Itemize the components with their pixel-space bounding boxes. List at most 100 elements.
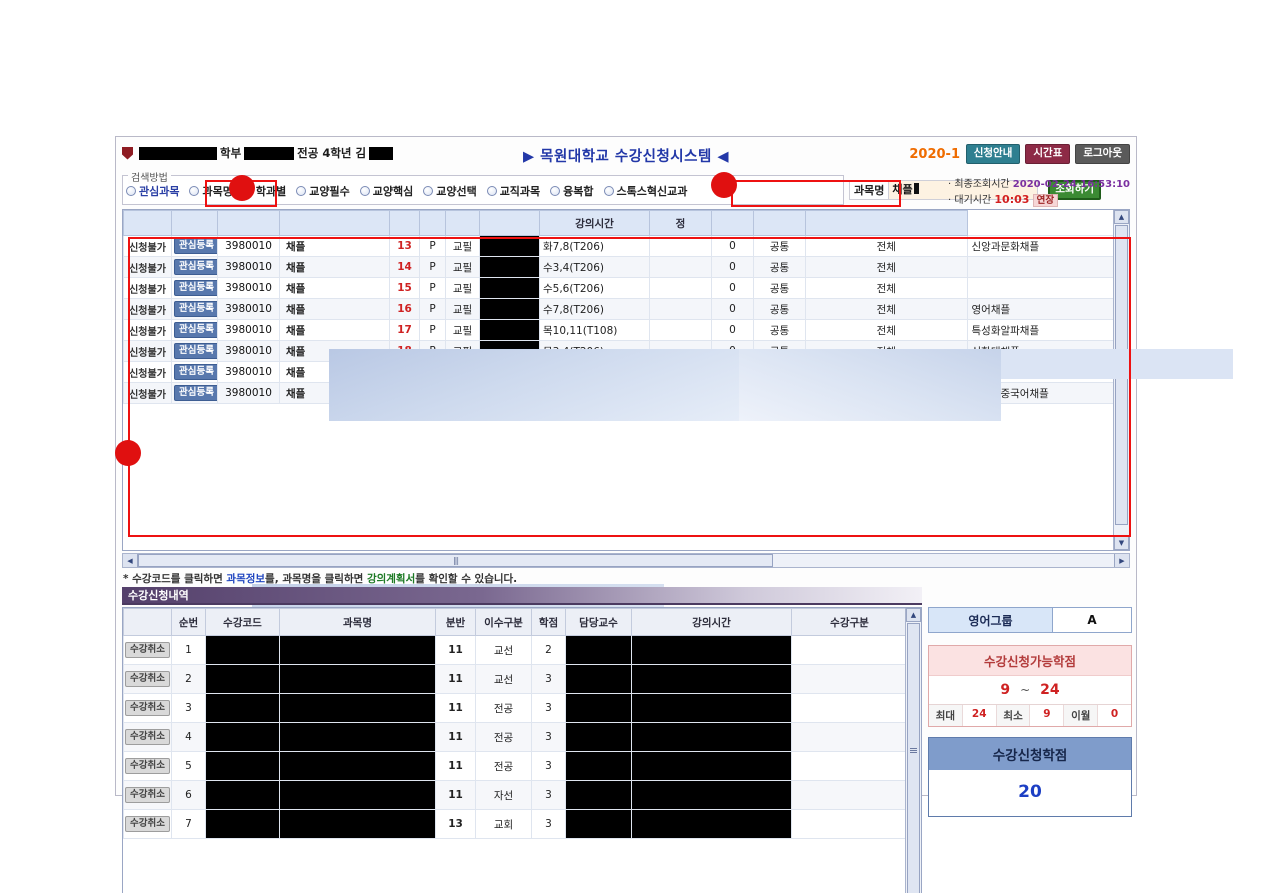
search-radio-7[interactable]: 융복합 bbox=[550, 183, 594, 199]
note-link-syllabus[interactable]: 강의계획서 bbox=[366, 573, 416, 585]
cell-cancel[interactable]: 수강취소 bbox=[123, 751, 172, 781]
table-row[interactable]: 신청불가 관심등록 3980010 채플 19 P 교필 화5,6(T108) 0 공통 전체 특성화… bbox=[123, 361, 1129, 383]
scroll-up-icon[interactable]: ▲ bbox=[1114, 210, 1129, 224]
cell-favorite[interactable]: 관심등록 bbox=[171, 340, 218, 362]
search-radio-4[interactable]: 교양핵심 bbox=[359, 183, 413, 199]
cell-favorite[interactable]: 관심등록 bbox=[171, 298, 218, 320]
radio-circle-icon[interactable] bbox=[550, 186, 561, 196]
cell-code[interactable]: 3980010 bbox=[217, 361, 280, 383]
cell-subject[interactable]: 채플 bbox=[279, 382, 390, 404]
cell-favorite[interactable]: 관심등록 bbox=[171, 277, 218, 299]
cell-subject[interactable]: 채플 bbox=[279, 277, 390, 299]
grid-scroll-thumb[interactable] bbox=[1115, 225, 1128, 525]
cell-subject[interactable] bbox=[279, 722, 436, 752]
list-item[interactable]: 수강취소 5 41 11 전공 3 문 수4 bbox=[123, 751, 908, 781]
cell-cancel[interactable]: 수강취소 bbox=[123, 664, 172, 694]
table-row[interactable]: 신청불가 관심등록 3980010 채플 13 P 교필 화7,8(T206) 0 공통 전체 신앙과… bbox=[123, 235, 1129, 257]
cell-code[interactable]: 300 bbox=[205, 809, 280, 839]
cancel-registration-button[interactable]: 수강취소 bbox=[125, 700, 170, 716]
grid-vertical-scrollbar[interactable]: ▲ ▼ bbox=[1113, 210, 1129, 550]
radio-circle-icon[interactable] bbox=[423, 186, 434, 196]
cell-subject[interactable] bbox=[279, 751, 436, 781]
grid-horizontal-scrollbar[interactable]: ◀ ||| ▶ bbox=[122, 553, 1130, 568]
cell-code[interactable]: 3980010 bbox=[217, 319, 280, 341]
table-row[interactable]: 신청불가 관심등록 3980010 채플 16 P 교필 수7,8(T206) 0 공통 전체 영어채… bbox=[123, 298, 1129, 320]
cell-subject[interactable] bbox=[279, 809, 436, 839]
cell-code[interactable]: 3980010 bbox=[217, 382, 280, 404]
cell-code[interactable]: 17 bbox=[205, 693, 280, 723]
radio-circle-icon[interactable] bbox=[486, 186, 497, 196]
cancel-registration-button[interactable]: 수강취소 bbox=[125, 816, 170, 832]
registered-vertical-scrollbar[interactable]: ▲ ▼ bbox=[905, 608, 921, 893]
table-row[interactable]: 신청불가 관심등록 3980010 채플 15 P 교필 수5,6(T206) 0 공통 전체 bbox=[123, 277, 1129, 299]
cancel-registration-button[interactable]: 수강취소 bbox=[125, 671, 170, 687]
cell-subject[interactable] bbox=[279, 693, 436, 723]
cell-favorite[interactable]: 관심등록 bbox=[171, 235, 218, 257]
cell-code[interactable]: 3980010 bbox=[217, 277, 280, 299]
cell-subject[interactable] bbox=[279, 635, 436, 665]
cell-code[interactable]: 3980010 bbox=[217, 256, 280, 278]
cell-subject[interactable] bbox=[279, 664, 436, 694]
cell-favorite[interactable]: 관심등록 bbox=[171, 319, 218, 341]
cell-cancel[interactable]: 수강취소 bbox=[123, 635, 172, 665]
cell-favorite[interactable]: 관심등록 bbox=[171, 382, 218, 404]
hscroll-thumb[interactable]: ||| bbox=[138, 554, 773, 567]
note-link-course-info[interactable]: 과목정보 bbox=[226, 573, 266, 585]
logout-button[interactable]: 로그아웃 bbox=[1075, 144, 1130, 164]
table-row[interactable]: 신청불가 관심등록 3980010 채플 20 P 교필 수5,6(T108) 0 공통 전체 특성화… bbox=[123, 382, 1129, 404]
cell-favorite[interactable]: 관심등록 bbox=[171, 256, 218, 278]
radio-circle-icon[interactable] bbox=[359, 186, 370, 196]
cell-subject[interactable]: 채플 bbox=[279, 319, 390, 341]
reg-scroll-up-icon[interactable]: ▲ bbox=[906, 608, 921, 622]
cell-code[interactable]: 3980010 bbox=[217, 298, 280, 320]
search-radio-0[interactable]: 관심과목 bbox=[126, 183, 179, 199]
cell-code[interactable]: 28 bbox=[205, 780, 280, 810]
radio-circle-icon[interactable] bbox=[189, 186, 200, 196]
radio-circle-icon[interactable] bbox=[603, 186, 614, 196]
hscroll-track[interactable]: ||| bbox=[138, 554, 1114, 567]
cell-code[interactable]: 17 bbox=[205, 722, 280, 752]
cancel-registration-button[interactable]: 수강취소 bbox=[125, 758, 170, 774]
cell-subject[interactable] bbox=[279, 780, 436, 810]
search-submit-button[interactable]: 조회하기 bbox=[1048, 180, 1102, 200]
cell-code[interactable]: 00 bbox=[205, 635, 280, 665]
cell-cancel[interactable]: 수강취소 bbox=[123, 780, 172, 810]
list-item[interactable]: 수강취소 6 28 11 자선 3 문 월4 bbox=[123, 780, 908, 810]
scroll-down-icon[interactable]: ▼ bbox=[1114, 536, 1129, 550]
cell-code[interactable]: 3980010 bbox=[217, 235, 280, 257]
table-row[interactable]: 신청불가 관심등록 3980010 채플 18 P 교필 목3,4(T206) 0 공통 전체 신학대… bbox=[123, 340, 1129, 362]
guide-button[interactable]: 신청안내 bbox=[965, 144, 1021, 164]
timetable-button[interactable]: 시간표 bbox=[1025, 144, 1071, 164]
cell-subject[interactable]: 채플 bbox=[279, 361, 390, 383]
cell-subject[interactable]: 채플 bbox=[279, 256, 390, 278]
search-radio-5[interactable]: 교양선택 bbox=[423, 183, 477, 199]
list-item[interactable]: 수강취소 1 00 11 교선 2 천 목5 bbox=[123, 635, 908, 665]
search-radio-8[interactable]: 스톡스혁신교과 bbox=[603, 183, 687, 199]
cancel-registration-button[interactable]: 수강취소 bbox=[125, 787, 170, 803]
cell-cancel[interactable]: 수강취소 bbox=[123, 693, 172, 723]
cell-subject[interactable]: 채플 bbox=[279, 340, 390, 362]
cancel-registration-button[interactable]: 수강취소 bbox=[125, 642, 170, 658]
search-input[interactable]: 채플 bbox=[888, 180, 1039, 200]
search-radio-1[interactable]: 과목명 bbox=[189, 183, 233, 199]
cell-cancel[interactable]: 수강취소 bbox=[123, 809, 172, 839]
cell-code[interactable]: 3980010 bbox=[217, 340, 280, 362]
cell-cancel[interactable]: 수강취소 bbox=[123, 722, 172, 752]
search-radio-3[interactable]: 교양필수 bbox=[296, 183, 350, 199]
radio-circle-icon[interactable] bbox=[126, 186, 136, 196]
cell-subject[interactable]: 채플 bbox=[279, 298, 390, 320]
cell-favorite[interactable]: 관심등록 bbox=[171, 361, 218, 383]
list-item[interactable]: 수강취소 4 17 11 전공 3 양 화2 bbox=[123, 722, 908, 752]
reg-scroll-thumb[interactable] bbox=[907, 623, 920, 893]
list-item[interactable]: 수강취소 7 300 13 교회 3 서 화7 bbox=[123, 809, 908, 839]
radio-circle-icon[interactable] bbox=[296, 186, 307, 196]
scroll-left-icon[interactable]: ◀ bbox=[123, 554, 138, 567]
scroll-right-icon[interactable]: ▶ bbox=[1114, 554, 1129, 567]
table-row[interactable]: 신청불가 관심등록 3980010 채플 17 P 교필 목10,11(T108) 0 공통 전체 특… bbox=[123, 319, 1129, 341]
list-item[interactable]: 수강취소 2 15 11 교선 3 천 bbox=[123, 664, 908, 694]
cell-code[interactable]: 15 bbox=[205, 664, 280, 694]
extend-session-button[interactable]: 연장 bbox=[1032, 194, 1059, 207]
table-row[interactable]: 신청불가 관심등록 3980010 채플 14 P 교필 수3,4(T206) 0 공통 전체 bbox=[123, 256, 1129, 278]
search-radio-6[interactable]: 교직과목 bbox=[486, 183, 540, 199]
cancel-registration-button[interactable]: 수강취소 bbox=[125, 729, 170, 745]
